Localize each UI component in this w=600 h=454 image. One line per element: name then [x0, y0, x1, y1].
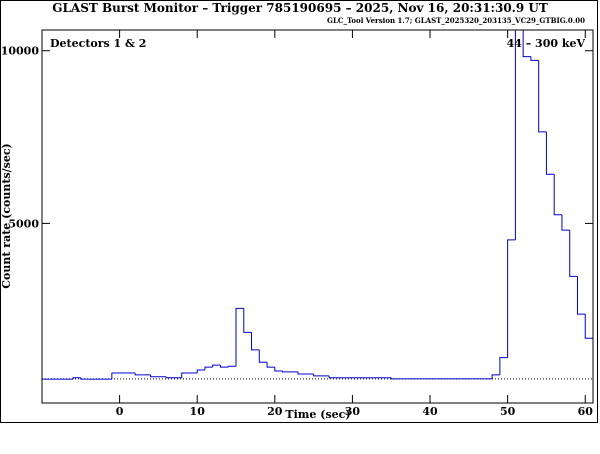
histogram-bin: [499, 357, 508, 375]
histogram-bin: [530, 56, 539, 61]
histogram-bin: [150, 374, 159, 378]
histogram-bin: [181, 372, 190, 378]
histogram-bin: [111, 372, 120, 380]
histogram-bin: [72, 377, 81, 380]
histogram-bin: [328, 375, 337, 379]
histogram-bin: [576, 276, 586, 315]
histogram-bin: [313, 373, 322, 377]
x-tick-label: 60: [578, 405, 594, 418]
histogram-bin: [165, 376, 174, 379]
histogram-bin: [274, 367, 283, 372]
x-axis-label: Time (sec): [285, 408, 350, 421]
histogram-bin: [507, 239, 516, 358]
chart-title: GLAST Burst Monitor – Trigger 785190695 …: [52, 1, 548, 15]
histogram-bin: [514, 30, 524, 240]
histogram-bin: [204, 366, 213, 371]
histogram-bin: [219, 365, 229, 368]
frame: [0, 0, 598, 423]
histogram-bin: [258, 349, 268, 363]
histogram-bin: [282, 371, 291, 373]
histogram-bin: [80, 377, 89, 380]
y-axis-label: Count rate (counts/sec): [0, 143, 13, 288]
x-tick-label: 0: [116, 405, 124, 418]
histogram-bin: [196, 369, 205, 373]
histogram-bin: [297, 371, 306, 375]
histogram-bin: [491, 374, 500, 379]
histogram-bin: [235, 307, 244, 367]
histogram-bin: [212, 364, 221, 368]
histogram-bin: [134, 372, 143, 376]
histogram-bin: [553, 174, 562, 216]
annotation: Detectors 1 & 2: [50, 37, 146, 50]
histogram-bin: [522, 30, 531, 58]
histogram-bin: [251, 332, 260, 351]
x-tick-label: 40: [422, 405, 438, 418]
plot-frame: [41, 29, 594, 404]
x-tick-label: 30: [345, 405, 361, 418]
histogram-bin: [584, 314, 593, 339]
histogram-bin: [227, 365, 237, 368]
histogram-bin: [545, 131, 555, 175]
histogram-bin: [569, 230, 578, 277]
x-tick-label: 20: [267, 405, 283, 418]
histogram-bin: [243, 308, 252, 333]
histogram-bin: [266, 362, 275, 368]
annotation: 44 – 300 keV: [507, 37, 586, 50]
histogram-bin: [538, 60, 547, 133]
y-tick-label: 5000: [8, 217, 39, 230]
x-tick-label: 50: [500, 405, 516, 418]
plot-area: [42, 30, 593, 380]
chart-subtitle: GLC_Tool Version 1.7; GLAST_2025320_2031…: [327, 16, 585, 25]
histogram-bin: [390, 377, 399, 380]
y-tick-label: 10000: [1, 45, 40, 58]
histogram-bin: [561, 214, 570, 231]
x-tick-label: 10: [190, 405, 206, 418]
